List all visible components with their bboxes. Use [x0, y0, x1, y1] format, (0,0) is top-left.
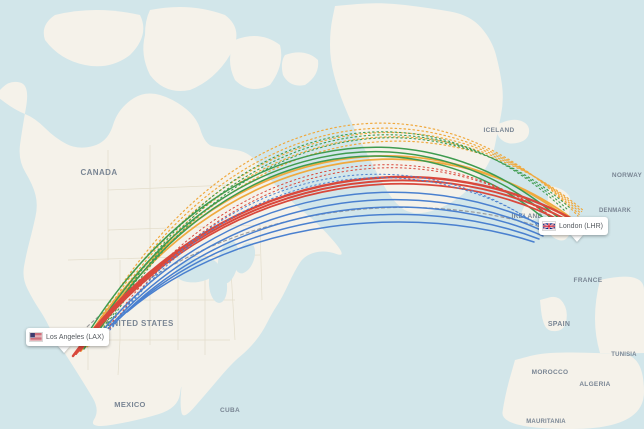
- svg-text:CANADA: CANADA: [80, 168, 117, 177]
- svg-text:SPAIN: SPAIN: [548, 321, 570, 328]
- svg-text:TUNISIA: TUNISIA: [611, 352, 637, 358]
- svg-text:ICELAND: ICELAND: [484, 127, 515, 134]
- svg-text:MOROCCO: MOROCCO: [532, 369, 569, 376]
- svg-text:NORWAY: NORWAY: [612, 172, 643, 179]
- svg-text:MAURITANIA: MAURITANIA: [526, 419, 566, 425]
- svg-text:MEXICO: MEXICO: [114, 400, 145, 409]
- svg-text:DENMARK: DENMARK: [599, 208, 632, 214]
- svg-text:FRANCE: FRANCE: [574, 277, 603, 284]
- svg-text:ALGERIA: ALGERIA: [579, 381, 610, 388]
- svg-text:CUBA: CUBA: [220, 407, 240, 414]
